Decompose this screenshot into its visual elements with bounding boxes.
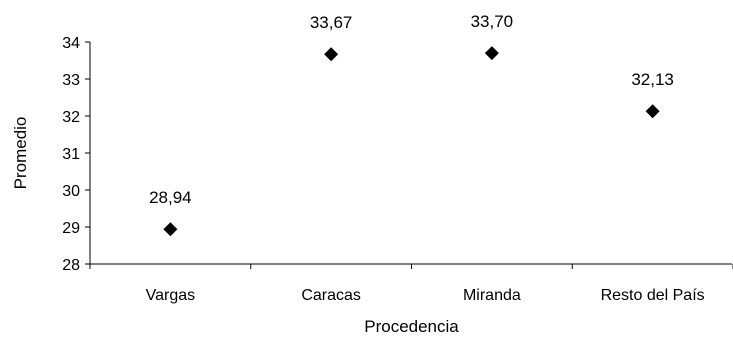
y-tick-label: 28	[62, 257, 80, 274]
data-label: 33,67	[310, 13, 353, 32]
y-tick-label: 30	[62, 183, 80, 200]
x-tick-label: Vargas	[146, 287, 196, 304]
data-point	[484, 46, 499, 61]
x-tick-label: Resto del País	[601, 287, 705, 304]
y-tick-label: 33	[62, 72, 80, 89]
data-label: 28,94	[149, 188, 192, 207]
x-axis-title: Procedencia	[364, 317, 459, 336]
y-ticks: 28 29 30 31 32 33 34	[62, 35, 90, 274]
y-tick-label: 31	[62, 146, 80, 163]
data-labels: 28,94 33,67 33,70 32,13	[149, 12, 674, 207]
y-tick-label: 34	[62, 35, 80, 52]
data-point	[163, 222, 178, 237]
x-tick-label: Caracas	[301, 287, 361, 304]
data-point	[645, 104, 660, 119]
data-label: 32,13	[631, 70, 674, 89]
y-axis-title: Promedio	[11, 117, 30, 190]
data-point	[324, 47, 339, 62]
data-label: 33,70	[471, 12, 514, 31]
y-tick-label: 32	[62, 109, 80, 126]
x-ticks: Vargas Caracas Miranda Resto del País	[89, 264, 733, 304]
data-points	[163, 46, 660, 237]
y-tick-label: 29	[62, 220, 80, 237]
x-tick-label: Miranda	[463, 287, 521, 304]
